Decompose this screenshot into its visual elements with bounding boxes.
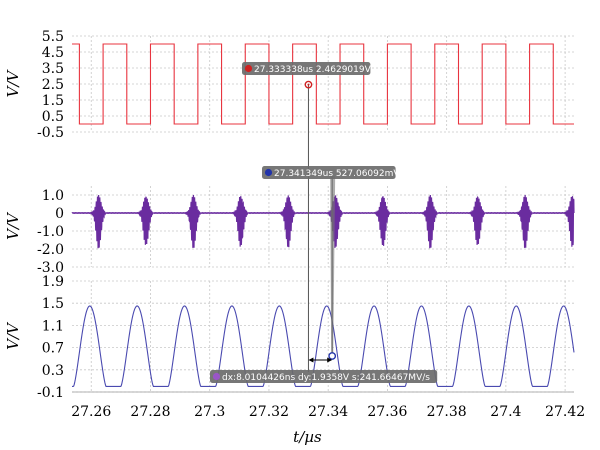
delta-arrow-left — [308, 357, 314, 363]
marker-delta-label: dx:8.0104426ns dy:1.9358V s:241.66467MV/… — [222, 373, 430, 383]
y-tick-label: -1.0 — [37, 224, 64, 240]
y-tick-label: 0 — [55, 206, 64, 222]
panel-1: 5.54.53.52.51.50.5-0.5 V/V — [4, 29, 574, 141]
series-line — [72, 305, 575, 388]
y-tick-label: -0.1 — [37, 385, 64, 401]
panel-3: 1.9 1.5 1.1 0.7 0.3 -0.1 V/V — [4, 274, 575, 401]
x-tick-label: 27.42 — [545, 404, 585, 420]
y-tick-label: 1.5 — [42, 296, 64, 312]
y-tick-label: 3.5 — [42, 61, 64, 77]
y-tick-label: 2.5 — [42, 77, 64, 93]
marker-a-icon — [244, 64, 253, 73]
y-tick-label: 5.5 — [42, 29, 64, 45]
y-tick-label: 0.5 — [42, 109, 64, 125]
marker-delta-icon — [212, 372, 221, 381]
x-tick-label: 27.34 — [308, 404, 348, 420]
y-tick-label: 1.0 — [42, 188, 64, 204]
y-axis-label: V/V — [4, 211, 22, 240]
cursor-b-shade — [330, 176, 336, 356]
y-axis-label: V/V — [4, 321, 22, 350]
x-axis-label: t/µs — [293, 428, 322, 446]
marker-a-label: 27.333338us 2.4629019V — [254, 65, 372, 75]
y-tick-label: 1.9 — [42, 274, 64, 290]
y-tick-label: 1.1 — [42, 318, 64, 334]
series-line — [72, 43, 574, 125]
marker-a-badge — [242, 62, 371, 75]
x-tick-label: 27.38 — [427, 404, 467, 420]
x-tick-label: 27.26 — [71, 404, 111, 420]
marker-b-badge — [262, 166, 396, 179]
delta-arrow-right — [327, 357, 333, 363]
y-tick-label: 0.7 — [42, 341, 64, 357]
y-tick-label: 0.3 — [42, 363, 64, 379]
cursor-a-dot — [307, 83, 310, 86]
y-axis-label: V/V — [4, 68, 22, 97]
y-tick-label: -3.0 — [37, 260, 64, 276]
y-tick-label: 4.5 — [42, 45, 64, 61]
x-tick-label: 27.28 — [130, 404, 170, 420]
marker-b-icon — [264, 168, 273, 177]
panel-2: 1.0 0 -1.0 -2.0 -3.0 V/V — [4, 186, 575, 276]
cursor-a-point — [304, 80, 313, 89]
x-tick-label: 27.32 — [249, 404, 289, 420]
marker-delta-badge — [210, 370, 438, 383]
series-line — [71, 195, 575, 249]
x-tick-label: 27.36 — [367, 404, 407, 420]
y-tick-label: -0.5 — [37, 125, 64, 141]
marker-b-label: 27.341349us 527.06092mV — [274, 169, 400, 179]
cursor-b-point — [328, 352, 337, 360]
x-tick-label: 27.3 — [194, 404, 225, 420]
x-tick-label: 27.4 — [490, 404, 521, 420]
y-tick-label: -2.0 — [37, 242, 64, 258]
y-tick-label: 1.5 — [42, 93, 64, 109]
